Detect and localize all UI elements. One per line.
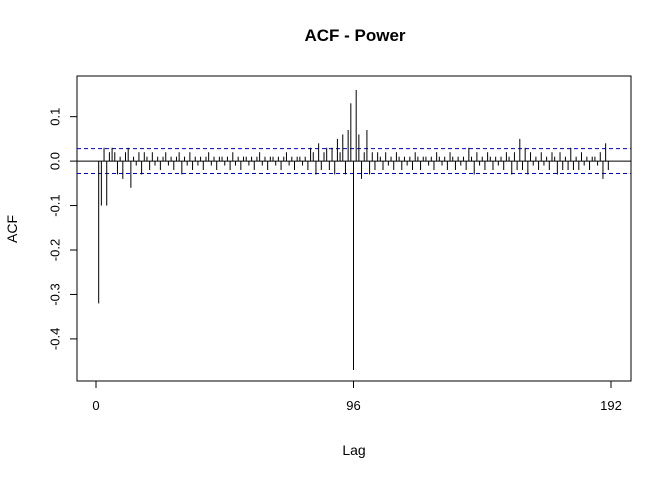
y-axis-label: ACF [4, 215, 20, 243]
y-tick-label: -0.1 [48, 194, 63, 216]
y-axis: -0.4 -0.3 -0.2 -0.1 0.0 0.1 [48, 108, 78, 350]
y-tick-label: -0.4 [48, 328, 63, 350]
y-tick-label: -0.3 [48, 283, 63, 305]
chart-title: ACF - Power [304, 26, 405, 45]
x-tick-label: 192 [600, 398, 622, 413]
x-axis-label: Lag [342, 442, 365, 458]
y-tick-label: -0.2 [48, 239, 63, 261]
x-axis: 0 96 192 [92, 380, 622, 413]
acf-stems [98, 90, 609, 370]
y-tick-label: 0.0 [48, 152, 63, 170]
x-tick-label: 96 [346, 398, 360, 413]
x-tick-label: 0 [92, 398, 99, 413]
y-tick-label: 0.1 [48, 108, 63, 126]
